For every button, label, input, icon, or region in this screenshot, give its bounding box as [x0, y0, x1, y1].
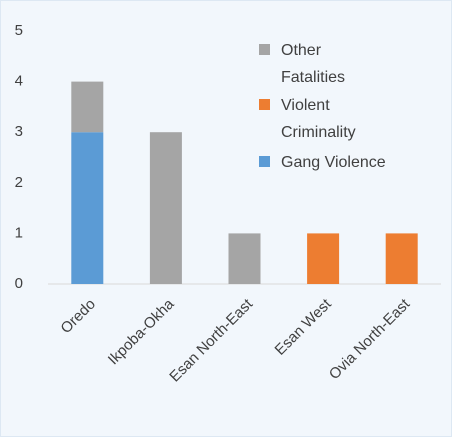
bar	[385, 233, 418, 284]
y-tick-label: 4	[15, 73, 23, 90]
x-tick-label: Esan North-East	[166, 295, 256, 385]
legend-item: Gang Violence	[259, 149, 389, 176]
legend-label: Violent Criminality	[281, 97, 356, 141]
legend-item: Violent Criminality	[259, 92, 389, 146]
legend-label: Other Fatalities	[281, 42, 346, 86]
bar	[71, 81, 104, 133]
bar	[149, 132, 182, 284]
bar	[71, 132, 104, 284]
legend-swatch	[259, 99, 270, 110]
y-tick-label: 0	[15, 275, 23, 292]
legend-label: Gang Violence	[281, 154, 386, 171]
y-tick-label: 3	[15, 123, 23, 140]
x-tick-label: Ikpoba-Okha	[105, 295, 178, 368]
y-tick-label: 2	[15, 174, 23, 191]
legend-item: Other Fatalities	[259, 37, 389, 91]
x-tick-label: Ovia North-East	[326, 295, 414, 383]
y-tick-label: 5	[15, 22, 23, 39]
x-tick-label: Oredo	[57, 296, 99, 338]
bar	[228, 233, 261, 284]
bar	[307, 233, 340, 284]
x-tick-label: Esan West	[272, 295, 336, 359]
y-tick-label: 1	[15, 224, 23, 241]
legend-swatch	[259, 156, 270, 167]
legend-swatch	[259, 44, 270, 55]
